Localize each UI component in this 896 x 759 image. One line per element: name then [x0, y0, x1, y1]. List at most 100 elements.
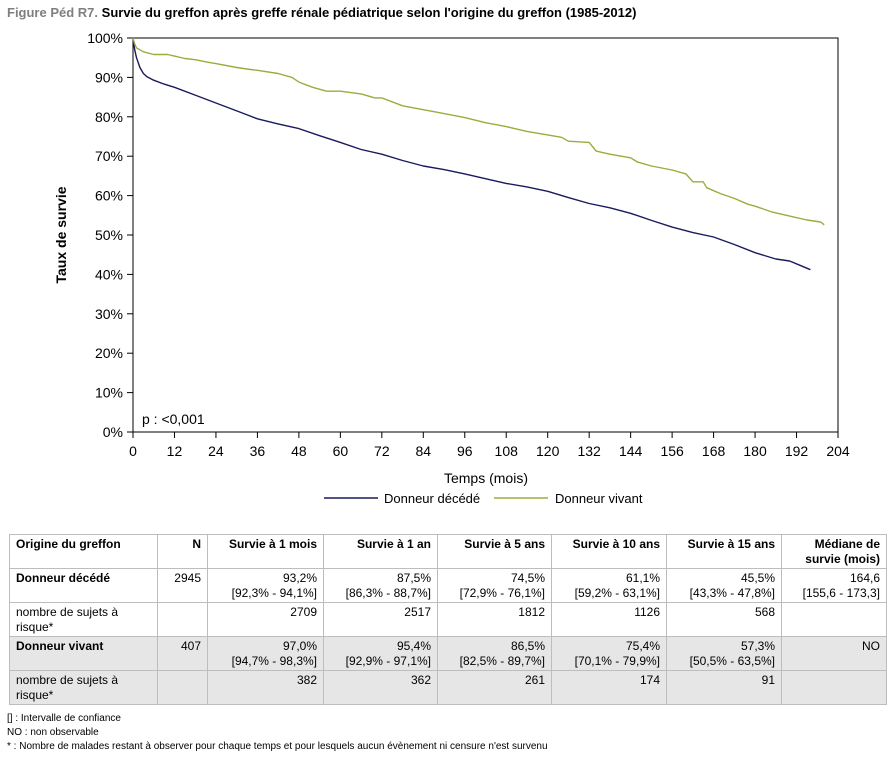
- legend-label-donneur-vivant: Donneur vivant: [555, 491, 643, 506]
- table-header-row: Origine du greffon N Survie à 1 mois Sur…: [9, 534, 887, 569]
- legend: Donneur décédé Donneur vivant: [324, 491, 643, 506]
- figure-title: Figure Péd R7. Survie du greffon après g…: [7, 5, 636, 20]
- y-tick-label: 80%: [95, 109, 123, 125]
- cell-value: 86,5% [82,5% - 89,7%]: [437, 636, 552, 671]
- x-tick-label: 96: [457, 443, 473, 459]
- y-axis-title: Taux de survie: [53, 186, 69, 283]
- survival-rate: 75,4%: [625, 639, 660, 653]
- y-tick-label: 30%: [95, 306, 123, 322]
- confidence-interval: [94,7% - 98,3%]: [231, 654, 317, 668]
- cell-n: 2945: [157, 568, 208, 603]
- survival-rate: 74,5%: [510, 571, 545, 585]
- table-row: Donneur vivant 407 97,0% [94,7% - 98,3%] …: [9, 636, 887, 671]
- cell-at-risk: 261: [437, 670, 552, 705]
- y-tick-label: 60%: [95, 188, 123, 204]
- cell-at-risk: 1126: [551, 602, 667, 637]
- legend-label-donneur-decede: Donneur décédé: [384, 491, 480, 506]
- header-mediane: Médiane de survie (mois): [781, 534, 887, 569]
- cell-value: 61,1% [59,2% - 63,1%]: [551, 568, 667, 603]
- survival-rate: 93,2%: [282, 571, 317, 585]
- footnote-ci: [] : Intervalle de confiance: [7, 713, 121, 724]
- header-survie-15-ans: Survie à 15 ans: [666, 534, 782, 569]
- survival-rate: 97,0%: [282, 639, 317, 653]
- header-survie-10-ans: Survie à 10 ans: [551, 534, 667, 569]
- survival-rate: 86,5%: [510, 639, 545, 653]
- x-tick-label: 108: [495, 443, 519, 459]
- x-tick-label: 192: [785, 443, 809, 459]
- confidence-interval: [82,5% - 89,7%]: [459, 654, 545, 668]
- y-tick-label: 40%: [95, 266, 123, 282]
- cell-at-risk: 91: [666, 670, 782, 705]
- cell-at-risk: 382: [207, 670, 324, 705]
- cell-at-risk: [781, 602, 887, 637]
- x-tick-label: 156: [660, 443, 684, 459]
- confidence-interval: [72,9% - 76,1%]: [459, 586, 545, 600]
- confidence-interval: [59,2% - 63,1%]: [574, 586, 660, 600]
- survival-chart: 0% 10% 20% 30% 40% 50% 60% 70% 80% 90% 100% 0 12 24 3…: [53, 30, 850, 506]
- cell-at-risk: 2709: [207, 602, 324, 637]
- x-tick-label: 36: [250, 443, 266, 459]
- y-tick-label: 10%: [95, 385, 123, 401]
- y-tick-label: 50%: [95, 227, 123, 243]
- cell-value: 57,3% [50,5% - 63,5%]: [666, 636, 782, 671]
- header-survie-5-ans: Survie à 5 ans: [437, 534, 552, 569]
- cell-value: 95,4% [92,9% - 97,1%]: [323, 636, 438, 671]
- figure-title-text: Survie du greffon après greffe rénale pé…: [101, 5, 637, 20]
- survival-rate: 57,3%: [740, 639, 775, 653]
- header-origine: Origine du greffon: [9, 534, 158, 569]
- cell-at-risk: [781, 670, 887, 705]
- cell-at-risk: 2517: [323, 602, 438, 637]
- x-tick-label: 72: [374, 443, 390, 459]
- survival-table: Origine du greffon N Survie à 1 mois Sur…: [9, 534, 887, 705]
- confidence-interval: [155,6 - 173,3]: [802, 586, 880, 600]
- x-axis: 0 12 24 36 48 60 72 84 96 108 120 132 144 156 168 180 19…: [129, 432, 850, 459]
- y-tick-label: 100%: [87, 30, 123, 46]
- series-line-donneur-vivant: [132, 37, 825, 226]
- y-tick-label: 20%: [95, 345, 123, 361]
- cell-value: 97,0% [94,7% - 98,3%]: [207, 636, 324, 671]
- confidence-interval: [50,5% - 63,5%]: [689, 654, 775, 668]
- confidence-interval: [86,3% - 88,7%]: [345, 586, 431, 600]
- cell-at-risk: 362: [323, 670, 438, 705]
- cell-value: 87,5% [86,3% - 88,7%]: [323, 568, 438, 603]
- cell-value: 45,5% [43,3% - 47,8%]: [666, 568, 782, 603]
- survival-rate: 95,4%: [396, 639, 431, 653]
- cell-value: 74,5% [72,9% - 76,1%]: [437, 568, 552, 603]
- cell-value: 164,6 [155,6 - 173,3]: [781, 568, 887, 603]
- table-row: nombre de sujets à risque* 2709 2517 181…: [9, 602, 887, 637]
- x-tick-label: 0: [129, 443, 137, 459]
- x-tick-label: 144: [619, 443, 643, 459]
- confidence-interval: [70,1% - 79,9%]: [574, 654, 660, 668]
- footnote-at-risk: * : Nombre de malades restant à observer…: [7, 741, 548, 752]
- x-tick-label: 168: [702, 443, 726, 459]
- x-tick-label: 180: [743, 443, 767, 459]
- cell-at-risk: 174: [551, 670, 667, 705]
- cell-n: [157, 670, 208, 705]
- footnotes: [] : Intervalle de confiance NO : non ob…: [7, 712, 548, 754]
- survival-rate: 87,5%: [396, 571, 431, 585]
- cell-at-risk: 1812: [437, 602, 552, 637]
- y-axis: 0% 10% 20% 30% 40% 50% 60% 70% 80% 90% 100%: [87, 30, 133, 440]
- header-survie-1-an: Survie à 1 an: [323, 534, 438, 569]
- x-tick-label: 120: [536, 443, 560, 459]
- cell-value: 93,2% [92,3% - 94,1%]: [207, 568, 324, 603]
- figure-label: Figure Péd R7.: [7, 5, 99, 20]
- row-label-at-risk: nombre de sujets à risque*: [9, 670, 158, 705]
- cell-value: NO: [781, 636, 887, 671]
- row-label-at-risk: nombre de sujets à risque*: [9, 602, 158, 637]
- row-label-donneur-vivant: Donneur vivant: [9, 636, 158, 671]
- y-tick-label: 0%: [103, 424, 123, 440]
- x-tick-label: 24: [208, 443, 224, 459]
- table-row: Donneur décédé 2945 93,2% [92,3% - 94,1%]…: [9, 568, 887, 603]
- y-tick-label: 70%: [95, 148, 123, 164]
- survival-rate: 45,5%: [740, 571, 775, 585]
- median-survival: NO: [862, 639, 880, 653]
- header-n: N: [157, 534, 208, 569]
- x-tick-label: 12: [167, 443, 183, 459]
- cell-value: 75,4% [70,1% - 79,9%]: [551, 636, 667, 671]
- cell-n: [157, 602, 208, 637]
- plot-frame: [132, 37, 839, 433]
- cell-at-risk: 568: [666, 602, 782, 637]
- footnote-no: NO : non observable: [7, 727, 99, 738]
- x-tick-label: 204: [826, 443, 850, 459]
